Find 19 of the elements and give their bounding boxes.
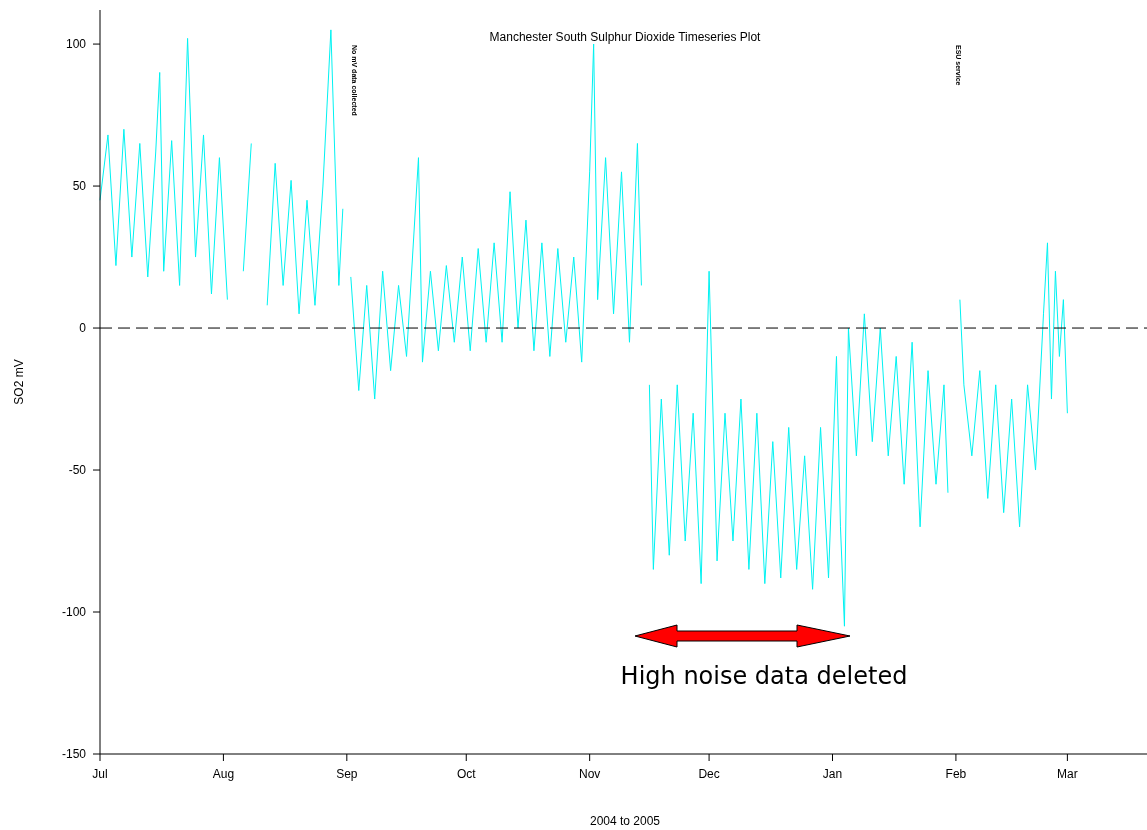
y-tick-label: 0 [79,321,87,336]
text: Manchester South Sulphur Dioxide Timeseries Plot [489,30,762,44]
y-tick-label: 100 [65,37,87,52]
x-tick-label: Mar [1057,767,1078,781]
y-tick-label: -100 [61,605,87,620]
x-tick-label: Aug [212,767,235,781]
x-axis-title: 2004 to 2005 [589,814,661,828]
y-axis-title: SO2 mV [12,359,26,405]
x-tick-label: Sep [336,767,358,781]
x-tick-label: Feb [945,767,967,781]
y-tick-label: -50 [68,463,87,478]
annotation: High noise data deleted [620,662,908,690]
x-tick-label: Oct [456,767,477,781]
x-tick-label: Jan [822,767,843,781]
y-tick-label: -150 [61,747,87,761]
y-tick-label: 50 [72,179,87,194]
x-tick-label: Jul [92,767,108,781]
x-tick-label: Dec [698,767,720,781]
x-tick-label: Nov [578,767,601,781]
